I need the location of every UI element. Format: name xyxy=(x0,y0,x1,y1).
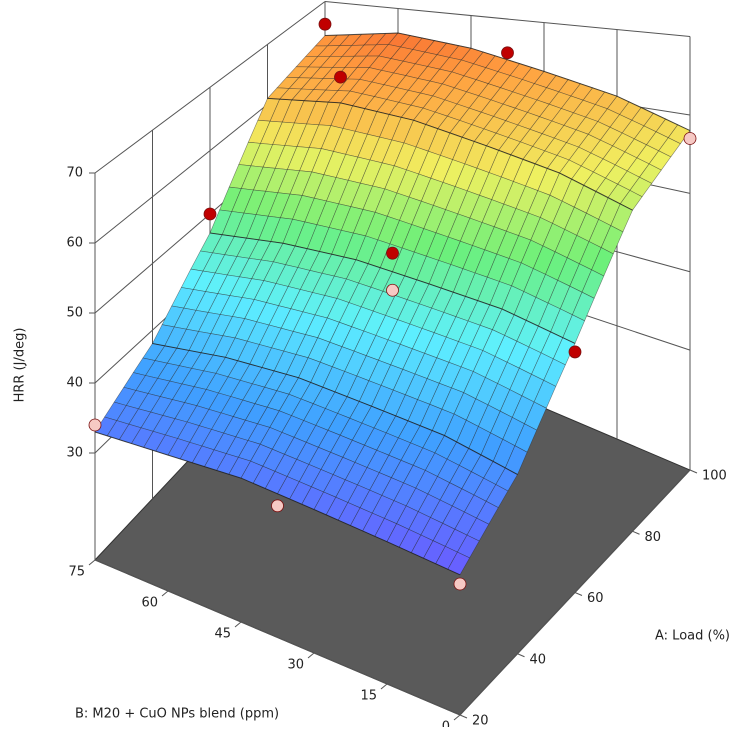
y-tick xyxy=(453,714,461,721)
x-tick-label: 40 xyxy=(530,652,547,667)
x-tick xyxy=(574,592,583,596)
surface-grid-line xyxy=(324,32,691,132)
z-tick-label: 50 xyxy=(66,306,83,321)
design-point xyxy=(334,70,347,84)
x-tick xyxy=(517,653,525,658)
y-axis-title: B: M20 + CuO NPs blend (ppm) xyxy=(75,707,279,722)
y-tick xyxy=(161,590,169,597)
z-tick-label: 60 xyxy=(66,236,83,251)
y-tick-label: 60 xyxy=(141,596,158,611)
design-point xyxy=(203,207,217,221)
design-point xyxy=(501,46,514,60)
x-tick xyxy=(689,469,698,474)
y-tick xyxy=(88,559,96,566)
design-point xyxy=(386,246,399,260)
z-tick-label: 70 xyxy=(66,166,83,181)
surface-grid-line xyxy=(94,431,461,576)
y-tick-label: 15 xyxy=(360,689,377,704)
design-point xyxy=(318,17,332,31)
design-point xyxy=(568,345,582,359)
design-point xyxy=(88,418,102,432)
y-axis-line xyxy=(94,559,461,716)
y-tick xyxy=(307,652,315,659)
design-point xyxy=(271,499,284,513)
wall-grid-line xyxy=(324,1,691,38)
y-tick xyxy=(234,621,242,628)
y-tick xyxy=(380,683,388,690)
y-tick-label: 75 xyxy=(68,565,85,580)
z-axis-title: HRR (J/deg) xyxy=(13,328,28,403)
surface-grid-line xyxy=(152,343,518,475)
surface-grid-line xyxy=(267,97,633,211)
y-tick-label: 30 xyxy=(287,658,304,673)
x-tick-label: 80 xyxy=(645,530,662,545)
x-tick xyxy=(459,714,468,719)
x-tick-label: 20 xyxy=(472,714,489,728)
design-point xyxy=(453,577,467,591)
x-tick-label: 60 xyxy=(587,591,604,606)
z-tick-label: 30 xyxy=(66,446,83,461)
design-point xyxy=(386,283,399,297)
x-tick-label: 100 xyxy=(702,469,727,484)
design-point xyxy=(683,132,697,145)
surface-grid-line xyxy=(209,232,576,344)
x-tick xyxy=(632,530,640,535)
y-tick-label: 0 xyxy=(442,720,450,728)
z-tick-label: 40 xyxy=(66,376,83,391)
x-axis-line xyxy=(459,469,691,716)
y-tick-label: 45 xyxy=(214,627,231,642)
x-axis-title: A: Load (%) xyxy=(655,629,730,644)
